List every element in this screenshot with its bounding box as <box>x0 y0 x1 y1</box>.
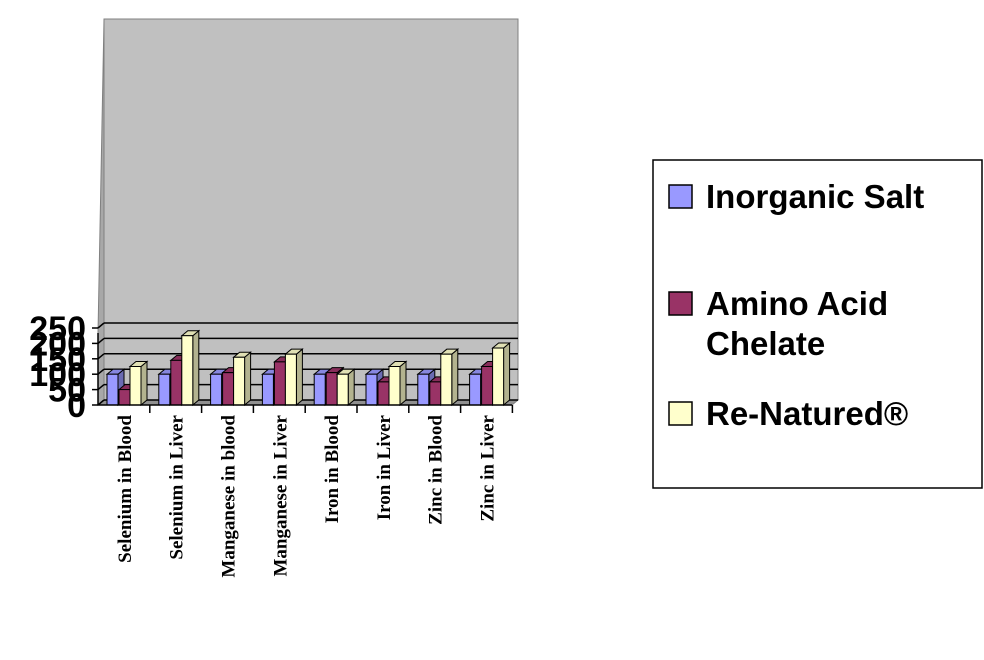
bar-front <box>158 373 171 406</box>
bar <box>491 341 511 407</box>
legend-swatch <box>668 401 693 426</box>
plot-background <box>103 18 519 401</box>
bar-front <box>106 373 119 406</box>
plot-side-wall <box>97 18 105 407</box>
bar-front <box>210 373 223 406</box>
bar-front <box>284 353 297 406</box>
bar-front <box>273 361 286 406</box>
bar-side <box>399 360 407 407</box>
bar <box>387 360 408 407</box>
bar <box>284 348 304 407</box>
bar-front <box>313 373 326 406</box>
x-category-label: Iron in Liver <box>374 414 395 520</box>
bar <box>232 351 252 407</box>
gridline-side <box>97 368 105 375</box>
plot-area <box>96 18 520 407</box>
legend-label: Amino Acid <box>706 285 888 322</box>
bar <box>128 360 149 407</box>
bar-side <box>347 368 355 407</box>
y-tick-label: 0 <box>67 387 86 425</box>
x-category-label: Selenium in Liver <box>167 414 188 559</box>
bar-side <box>295 348 303 407</box>
bar-front <box>388 366 401 406</box>
x-category-label: Zinc in Blood <box>426 415 447 525</box>
x-category-label: Zinc in Liver <box>478 414 499 521</box>
legend-swatch <box>668 291 693 316</box>
bar-front <box>469 373 482 406</box>
bar-front <box>336 373 349 406</box>
gridline-side <box>97 399 105 406</box>
bar-side <box>503 341 511 407</box>
y-tick-label: 250 <box>29 310 86 348</box>
bar-front <box>377 381 390 406</box>
bar-front <box>325 372 338 406</box>
gridline-side <box>97 353 105 360</box>
x-category-label: Manganese in blood <box>219 415 240 578</box>
bar-front <box>129 366 142 406</box>
bar-side <box>192 329 200 407</box>
gridline-side <box>97 337 105 344</box>
bar-front <box>118 389 131 406</box>
x-category-label: Manganese in Liver <box>270 414 291 576</box>
gridline-side <box>97 384 105 391</box>
y-tick-label: 200 <box>29 325 86 363</box>
bar-front <box>440 353 453 406</box>
bar-front <box>181 335 194 406</box>
gridline-side <box>97 322 105 329</box>
bar-front <box>481 366 494 406</box>
legend-label: Inorganic Salt <box>706 178 924 215</box>
bar <box>439 348 460 407</box>
y-tick-label: 100 <box>29 356 86 394</box>
bar <box>335 368 356 407</box>
x-category-label: Selenium in Blood <box>115 415 136 563</box>
bar-front <box>365 373 378 406</box>
x-category-label: Iron in Blood <box>322 415 343 524</box>
bar-side <box>451 348 459 407</box>
bar-front <box>233 356 246 406</box>
y-tick-label: 150 <box>29 341 86 379</box>
bar-front <box>417 373 430 406</box>
bar-front <box>261 373 274 406</box>
legend-label: Re-Natured® <box>706 395 908 432</box>
bar <box>180 329 201 407</box>
bar-side <box>244 351 252 407</box>
bar-front <box>429 381 442 406</box>
bars <box>105 329 511 407</box>
legend-entry: Re-Natured® <box>668 395 908 432</box>
bar-side <box>140 360 148 407</box>
legend-box <box>652 159 983 489</box>
y-tick-label: 50 <box>48 372 86 410</box>
bar-front <box>170 359 183 406</box>
legend-entry: Inorganic Salt <box>668 178 924 215</box>
legend-swatch <box>668 184 693 209</box>
bar-front <box>492 347 505 406</box>
bar-front <box>222 372 235 406</box>
legend-label: Chelate <box>706 325 825 362</box>
